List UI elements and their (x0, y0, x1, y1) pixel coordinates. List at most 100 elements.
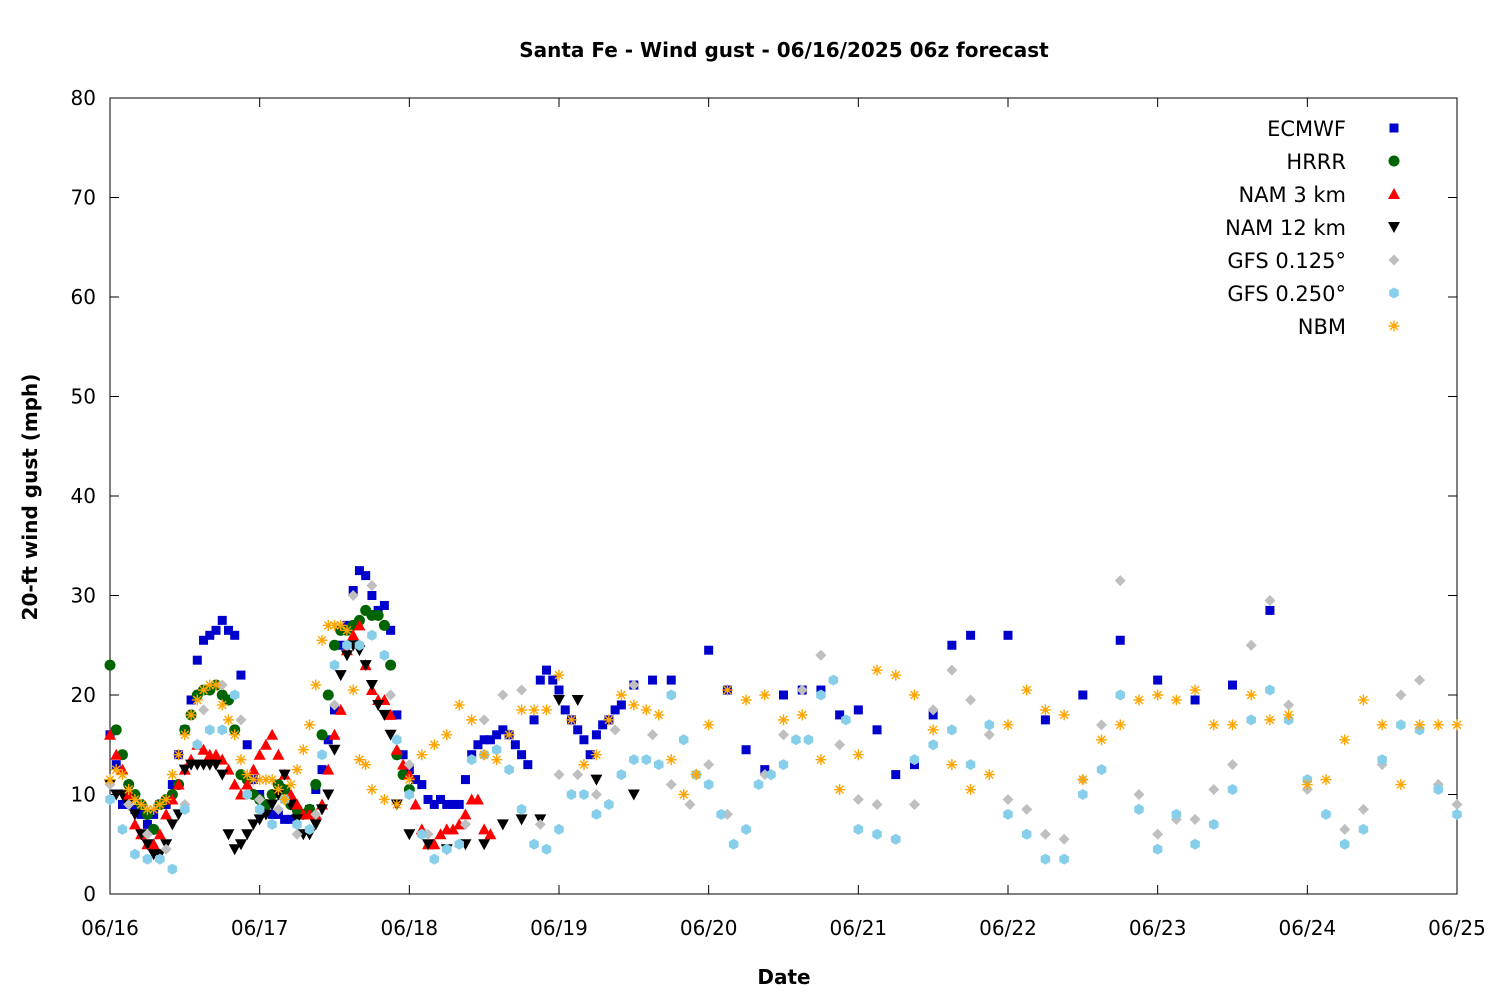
data-point (890, 833, 901, 845)
data-point (1114, 575, 1126, 587)
data-point (466, 754, 477, 766)
data-point (1002, 719, 1014, 731)
y-tick-label: 0 (83, 882, 96, 906)
data-point (129, 793, 141, 805)
data-point (492, 730, 502, 740)
data-point (648, 675, 658, 685)
data-point (753, 779, 764, 791)
legend-label: ECMWF (1267, 117, 1346, 141)
data-point (392, 734, 402, 746)
data-point (516, 704, 528, 716)
data-point (1265, 684, 1275, 696)
data-point (1134, 803, 1144, 815)
data-point (403, 774, 415, 786)
data-point (359, 660, 372, 672)
data-point (1377, 754, 1387, 766)
data-point (603, 714, 615, 726)
data-point (1245, 639, 1257, 651)
data-point (148, 803, 160, 815)
legend-marker (1389, 287, 1399, 299)
data-point (1245, 689, 1257, 701)
legend-label: GFS 0.125° (1227, 249, 1346, 273)
data-point (1395, 689, 1407, 701)
data-point (1227, 719, 1238, 731)
data-point (254, 793, 266, 805)
data-point (872, 725, 882, 735)
data-point (1115, 689, 1126, 701)
data-point (484, 828, 497, 840)
data-point (628, 699, 640, 711)
series-gfs-0-250 (105, 629, 1462, 875)
data-point (778, 729, 789, 741)
data-point (148, 823, 160, 835)
data-point (353, 619, 366, 631)
data-point (241, 769, 253, 781)
data-point (354, 566, 364, 576)
data-point (628, 679, 640, 691)
data-point (1021, 803, 1033, 815)
data-point (228, 844, 241, 856)
data-point (946, 664, 958, 676)
data-point (548, 675, 558, 685)
data-point (384, 708, 397, 720)
data-point (404, 789, 415, 800)
data-point (459, 818, 471, 830)
data-point (304, 719, 316, 731)
data-point (360, 759, 372, 771)
data-point (199, 635, 209, 645)
data-point (946, 759, 958, 771)
data-point (965, 784, 977, 796)
x-tick-label: 06/18 (381, 916, 439, 940)
data-point (615, 689, 627, 701)
data-point (591, 808, 602, 820)
data-point (141, 803, 153, 815)
data-point (1058, 709, 1070, 721)
data-point (280, 814, 290, 824)
data-point (459, 808, 472, 820)
data-point (503, 729, 515, 741)
legend: ECMWF HRRR NAM 3 km NAM 12 km GFS 0.125° GFS … (1225, 117, 1400, 339)
data-point (235, 754, 247, 766)
data-point (216, 699, 228, 711)
data-point (210, 679, 222, 691)
data-point (1283, 699, 1295, 711)
data-point (1189, 813, 1201, 825)
data-point (1021, 684, 1033, 696)
data-point (553, 769, 565, 781)
series-nbm (104, 619, 1463, 815)
data-point (229, 689, 240, 701)
data-point (110, 724, 122, 736)
data-point (365, 680, 378, 692)
data-point (1171, 808, 1182, 820)
data-point (529, 838, 539, 850)
data-point (230, 630, 240, 640)
data-point (541, 704, 553, 716)
data-point (1301, 779, 1313, 791)
data-point (392, 710, 402, 720)
data-point (123, 784, 135, 796)
data-point (422, 839, 435, 851)
data-point (254, 803, 265, 815)
data-point (1003, 808, 1013, 820)
data-point (485, 735, 495, 745)
data-point (852, 749, 864, 761)
data-point (1227, 784, 1238, 796)
data-point (965, 694, 977, 706)
data-point (535, 675, 545, 685)
data-point (579, 735, 589, 745)
data-point (222, 714, 234, 726)
data-point (1246, 714, 1256, 726)
data-point (291, 798, 304, 810)
data-point (1265, 605, 1275, 615)
data-point (834, 739, 846, 751)
data-point (1096, 719, 1108, 731)
data-point (241, 829, 254, 841)
data-point (135, 798, 147, 810)
data-point (1227, 759, 1238, 771)
data-point (329, 659, 340, 671)
data-point (510, 740, 520, 750)
y-tick-label: 40 (71, 484, 96, 508)
data-point (853, 823, 864, 835)
series-gfs-0-125 (104, 575, 1463, 855)
